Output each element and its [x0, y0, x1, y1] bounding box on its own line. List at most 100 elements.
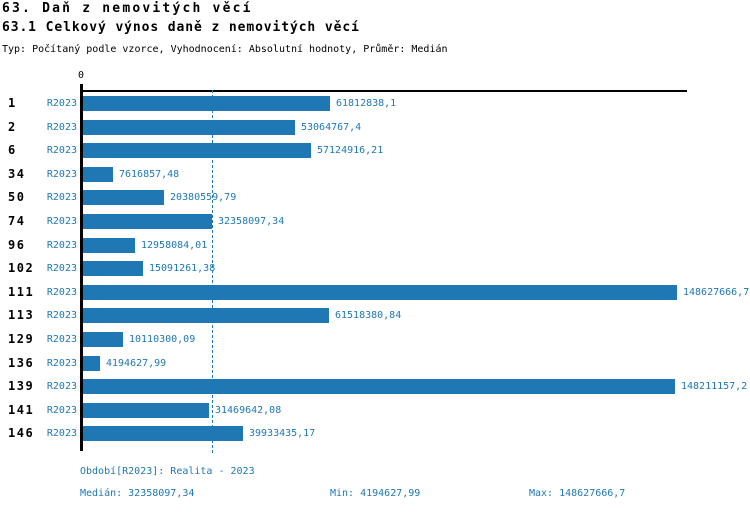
value-bar[interactable] — [83, 331, 123, 347]
row-number-label: 146 — [8, 426, 35, 440]
value-bar[interactable] — [83, 142, 311, 158]
bar-value-label: 31469642,08 — [215, 404, 282, 416]
period-link[interactable]: R2023 — [46, 239, 77, 251]
footer-period-legend: Období[R2023]: Realita - 2023 — [80, 466, 255, 477]
bar-track: 61812838,1 — [83, 91, 750, 115]
bar-value-label: 61518380,84 — [335, 309, 402, 321]
period-link[interactable]: R2023 — [46, 380, 77, 392]
row-number-label: 50 — [8, 190, 26, 204]
row-number-label: 102 — [8, 261, 35, 275]
bar-value-label: 148211157,2 — [681, 380, 748, 392]
page-title: 63. Daň z nemovitých věcí — [2, 1, 253, 16]
row-number-label: 34 — [8, 167, 26, 181]
table-row: 74 R2023 32358097,34 — [0, 209, 750, 233]
bar-track: 7616857,48 — [83, 162, 750, 186]
period-link[interactable]: R2023 — [46, 121, 77, 133]
value-bar[interactable] — [83, 378, 675, 394]
period-link[interactable]: R2023 — [46, 309, 77, 321]
median-reference-line — [212, 90, 213, 453]
bar-track: 31469642,08 — [83, 398, 750, 422]
footer-min-stat: Min: 4194627,99 — [330, 488, 421, 499]
value-bar[interactable] — [83, 402, 209, 418]
bar-value-label: 57124916,21 — [317, 144, 384, 156]
period-link[interactable]: R2023 — [46, 168, 77, 180]
footer-median-stat: Medián: 32358097,34 — [80, 488, 195, 499]
bar-track: 15091261,38 — [83, 256, 750, 280]
row-number-label: 136 — [8, 356, 35, 370]
x-axis-zero-tick-label: 0 — [77, 70, 85, 81]
value-bar[interactable] — [83, 189, 164, 205]
bar-value-label: 4194627,99 — [106, 357, 167, 369]
row-number-label: 129 — [8, 332, 35, 346]
row-number-label: 74 — [8, 214, 26, 228]
value-bar[interactable] — [83, 213, 212, 229]
bar-value-label: 15091261,38 — [149, 262, 216, 274]
chart-rows: 1 R2023 61812838,1 2 R2023 53064767,4 6 R2023 57… — [0, 91, 750, 451]
row-number-label: 6 — [8, 143, 17, 157]
value-bar[interactable] — [83, 284, 677, 300]
y-axis-line — [80, 84, 83, 451]
value-bar[interactable] — [83, 95, 330, 111]
table-row: 34 R2023 7616857,48 — [0, 162, 750, 186]
value-bar[interactable] — [83, 237, 135, 253]
bar-value-label: 39933435,17 — [249, 427, 316, 439]
bar-value-label: 53064767,4 — [301, 121, 362, 133]
period-link[interactable]: R2023 — [46, 215, 77, 227]
value-bar[interactable] — [83, 307, 329, 323]
table-row: 136 R2023 4194627,99 — [0, 351, 750, 375]
bar-track: 57124916,21 — [83, 138, 750, 162]
bar-track: 20380559,79 — [83, 185, 750, 209]
table-row: 2 R2023 53064767,4 — [0, 115, 750, 139]
row-number-label: 2 — [8, 120, 17, 134]
table-row: 102 R2023 15091261,38 — [0, 256, 750, 280]
table-row: 129 R2023 10110300,09 — [0, 327, 750, 351]
bar-track: 39933435,17 — [83, 421, 750, 445]
row-number-label: 1 — [8, 96, 17, 110]
value-bar[interactable] — [83, 166, 113, 182]
bar-value-label: 61812838,1 — [336, 97, 397, 109]
period-link[interactable]: R2023 — [46, 97, 77, 109]
table-row: 141 R2023 31469642,08 — [0, 398, 750, 422]
chart-meta-line: Typ: Počítaný podle vzorce, Vyhodnocení:… — [2, 44, 448, 55]
bar-track: 148211157,2 — [83, 374, 750, 398]
bar-track: 61518380,84 — [83, 303, 750, 327]
row-number-label: 113 — [8, 308, 35, 322]
value-bar[interactable] — [83, 355, 100, 371]
row-number-label: 96 — [8, 238, 26, 252]
table-row: 111 R2023 148627666,7 — [0, 280, 750, 304]
table-row: 96 R2023 12958084,01 — [0, 233, 750, 257]
footer-max-stat: Max: 148627666,7 — [529, 488, 626, 499]
bar-value-label: 148627666,7 — [683, 286, 750, 298]
bar-track: 32358097,34 — [83, 209, 750, 233]
period-link[interactable]: R2023 — [46, 144, 77, 156]
period-link[interactable]: R2023 — [46, 191, 77, 203]
value-bar[interactable] — [83, 119, 295, 135]
bar-track: 148627666,7 — [83, 280, 750, 304]
row-number-label: 111 — [8, 285, 35, 299]
value-bar[interactable] — [83, 260, 143, 276]
row-number-label: 139 — [8, 379, 35, 393]
table-row: 146 R2023 39933435,17 — [0, 421, 750, 445]
period-link[interactable]: R2023 — [46, 286, 77, 298]
table-row: 1 R2023 61812838,1 — [0, 91, 750, 115]
period-link[interactable]: R2023 — [46, 404, 77, 416]
bar-value-label: 20380559,79 — [170, 191, 237, 203]
chart-title: 63.1 Celkový výnos daně z nemovitých věc… — [2, 20, 360, 35]
bar-track: 12958084,01 — [83, 233, 750, 257]
table-row: 6 R2023 57124916,21 — [0, 138, 750, 162]
period-link[interactable]: R2023 — [46, 262, 77, 274]
period-link[interactable]: R2023 — [46, 357, 77, 369]
period-link[interactable]: R2023 — [46, 427, 77, 439]
bar-track: 10110300,09 — [83, 327, 750, 351]
bar-value-label: 32358097,34 — [218, 215, 285, 227]
bar-value-label: 7616857,48 — [119, 168, 180, 180]
x-axis-line — [81, 90, 687, 92]
value-bar[interactable] — [83, 425, 243, 441]
period-link[interactable]: R2023 — [46, 333, 77, 345]
table-row: 50 R2023 20380559,79 — [0, 185, 750, 209]
table-row: 139 R2023 148211157,2 — [0, 374, 750, 398]
bar-value-label: 10110300,09 — [129, 333, 196, 345]
row-number-label: 141 — [8, 403, 35, 417]
bar-track: 4194627,99 — [83, 351, 750, 375]
